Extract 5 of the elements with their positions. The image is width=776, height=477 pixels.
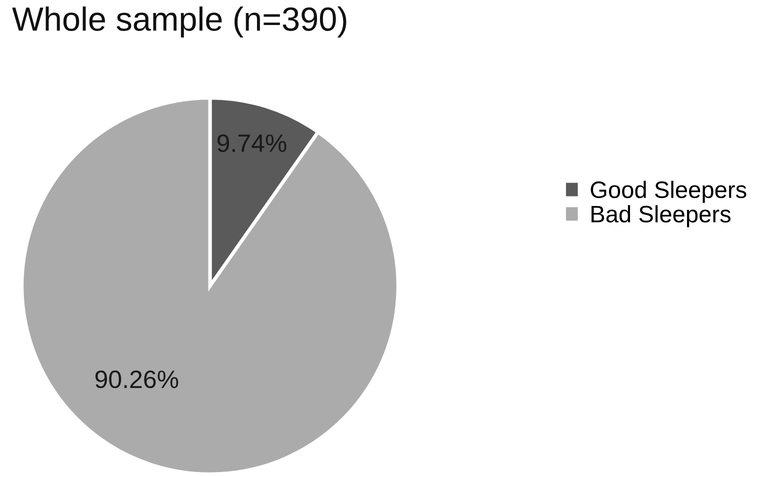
legend-label: Bad Sleepers xyxy=(592,205,731,228)
chart-title: Whole sample (n=390) xyxy=(12,6,346,38)
legend-label: Good Sleepers xyxy=(590,180,746,203)
data-label: 90.26% xyxy=(95,370,178,388)
data-label: 9.74% xyxy=(217,134,286,152)
